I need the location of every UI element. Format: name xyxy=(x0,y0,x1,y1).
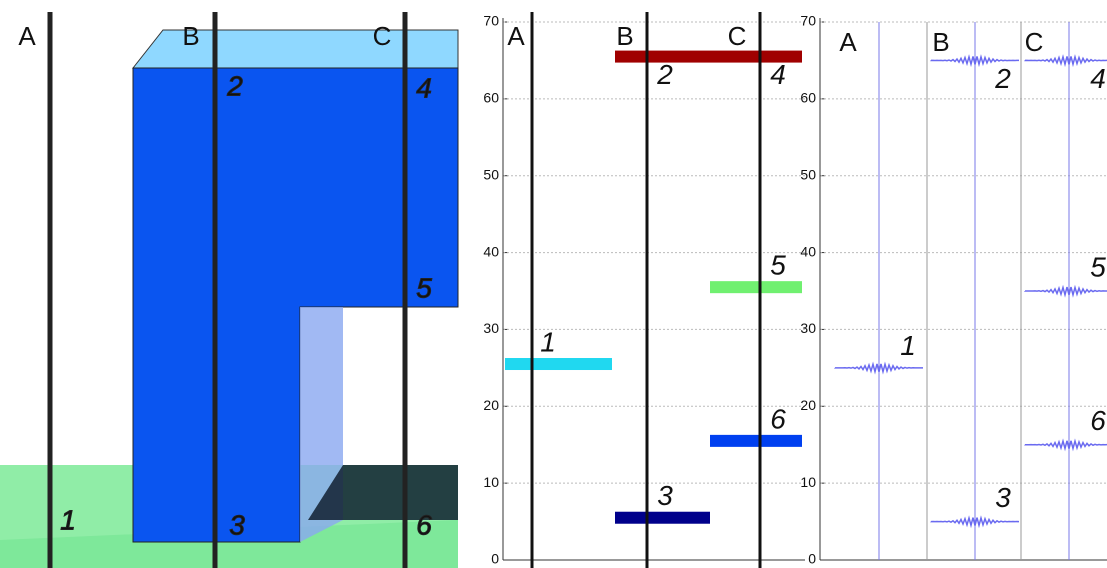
column-label: C xyxy=(373,21,392,51)
y-tick-label: 30 xyxy=(483,320,499,336)
point-label: 4 xyxy=(770,59,786,90)
step-segment xyxy=(615,512,710,524)
y-tick-label: 60 xyxy=(483,90,499,106)
signal-peak xyxy=(1025,287,1107,295)
signal-peak xyxy=(1025,441,1107,449)
point-label: 3 xyxy=(657,480,673,511)
point-label: 4 xyxy=(416,72,432,103)
step-segment xyxy=(505,358,612,370)
point-label: 5 xyxy=(416,272,432,303)
point-label: 2 xyxy=(226,70,243,101)
point-label: 1 xyxy=(540,326,556,357)
step-segment xyxy=(710,281,802,293)
y-tick-label: 70 xyxy=(800,13,816,29)
column-label: C xyxy=(728,21,747,51)
point-label: 3 xyxy=(995,482,1011,513)
point-label: 5 xyxy=(770,250,786,281)
point-label: 6 xyxy=(1090,405,1106,436)
y-tick-label: 40 xyxy=(800,243,816,259)
y-tick-label: 40 xyxy=(483,243,499,259)
point-label: 6 xyxy=(770,403,786,434)
step-segment xyxy=(710,435,802,447)
column-label: A xyxy=(839,27,857,57)
point-label: 1 xyxy=(900,330,916,361)
point-label: 5 xyxy=(1090,251,1106,282)
step-segment xyxy=(705,51,802,63)
y-tick-label: 50 xyxy=(483,166,499,182)
point-label: 6 xyxy=(416,509,432,540)
column-label: B xyxy=(932,27,949,57)
y-tick-label: 0 xyxy=(808,551,816,567)
y-tick-label: 60 xyxy=(800,90,816,106)
point-label: 2 xyxy=(994,63,1011,94)
column-label: A xyxy=(507,21,525,51)
y-tick-label: 10 xyxy=(800,474,816,490)
y-tick-label: 20 xyxy=(483,397,499,413)
y-tick-label: 10 xyxy=(483,474,499,490)
point-label: 1 xyxy=(60,504,76,535)
column-label: C xyxy=(1025,27,1044,57)
point-label: 4 xyxy=(1090,63,1106,94)
y-tick-label: 30 xyxy=(800,320,816,336)
column-label: B xyxy=(182,21,199,51)
y-tick-label: 20 xyxy=(800,397,816,413)
column-label: A xyxy=(18,21,36,51)
y-tick-label: 0 xyxy=(491,551,499,567)
column-label: B xyxy=(616,21,633,51)
point-label: 3 xyxy=(229,509,245,540)
render-panel: A B C 1 2 3 4 5 6 xyxy=(0,12,458,568)
y-tick-label: 50 xyxy=(800,166,816,182)
figure: A B C 1 2 3 4 5 6 010203040506070ABC1234… xyxy=(0,0,1107,568)
point-label: 2 xyxy=(656,59,673,90)
y-tick-label: 70 xyxy=(483,13,499,29)
